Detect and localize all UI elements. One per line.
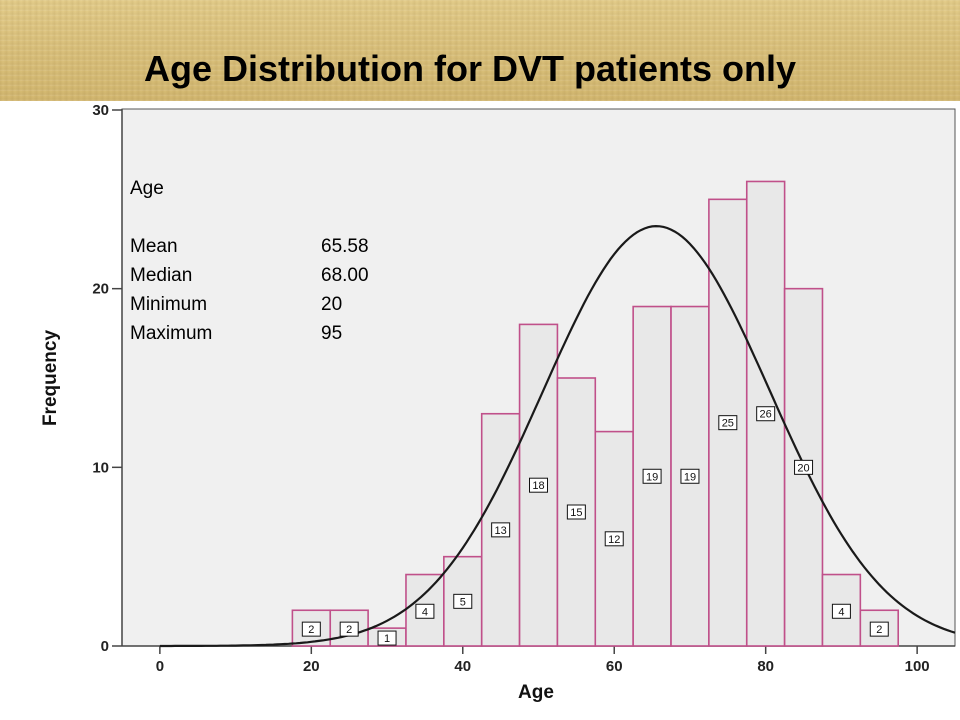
bar-value-box [339, 621, 359, 637]
bar-value-box [642, 468, 662, 484]
bar-value-box [869, 621, 889, 637]
bar-value-box [529, 477, 548, 493]
x-tick-label: 60 [606, 658, 623, 675]
x-tick-label: 80 [757, 658, 774, 675]
bar-value-label: 19 [646, 471, 658, 483]
bar-value-box [491, 522, 511, 538]
bar-value-box [377, 630, 397, 646]
x-tick-label: 40 [454, 658, 471, 675]
y-tick-label: 10 [92, 459, 109, 476]
stats-row-value: 68.00 [321, 265, 369, 286]
bar-value-box [794, 459, 814, 475]
stats-heading: Age [130, 178, 164, 199]
bar-value-label: 2 [346, 624, 352, 636]
stats-row-value: 95 [321, 323, 342, 344]
normal-curve [159, 224, 956, 648]
bar-value-box [301, 621, 321, 637]
bar-value-box [680, 468, 700, 484]
stats-row-label: Median [130, 265, 192, 286]
bar-value-label: 15 [570, 507, 582, 519]
stats-row-value: 20 [321, 294, 342, 315]
y-axis-title: Frequency [40, 330, 61, 427]
bar-value-label: 4 [838, 606, 844, 618]
bar-labels-group: 2 2 1 4 5 13 18 15 12 19 19 25 26 20 4 2 [301, 406, 889, 646]
stats-row-label: Maximum [130, 323, 212, 344]
bar-value-label: 18 [532, 480, 544, 492]
page-title: Age Distribution for DVT patients only [143, 48, 796, 89]
y-axis: 0 10 20 30 [92, 102, 123, 655]
bar-value-label: 26 [760, 409, 772, 421]
bar-value-label: 20 [797, 462, 809, 474]
stats-row-label: Mean [130, 236, 178, 257]
bar-value-box [453, 593, 473, 609]
histogram-bar [670, 305, 710, 647]
bar-value-label: 2 [308, 624, 314, 636]
bar-value-label: 25 [722, 418, 734, 430]
bar-value-label: 2 [876, 624, 882, 636]
bar-value-box [756, 406, 776, 422]
x-tick-label: 100 [905, 658, 930, 675]
bar-value-box [604, 531, 624, 547]
x-axis: 0 20 40 60 80 100 [122, 645, 955, 675]
bar-value-box [831, 603, 851, 619]
bar-value-label: 19 [684, 471, 696, 483]
y-tick-label: 30 [92, 102, 109, 119]
title-banner [0, 0, 960, 101]
x-tick-label: 20 [303, 658, 320, 675]
histogram-bar [480, 412, 521, 647]
bar-value-label: 5 [460, 596, 466, 608]
bar-value-label: 13 [495, 525, 507, 537]
x-axis-title: Age [518, 682, 554, 703]
bar-value-label: 4 [422, 606, 428, 618]
x-tick-label: 0 [156, 658, 164, 675]
bar-value-label: 12 [608, 534, 620, 546]
stats-row-value: 65.58 [321, 236, 369, 257]
stats-row-label: Minimum [130, 294, 207, 315]
y-tick-label: 20 [92, 281, 109, 298]
bar-value-label: 1 [384, 633, 390, 645]
stats-box: Age Mean 65.58 Median 68.00 Minimum 20 Maximum… [130, 178, 369, 344]
bar-value-box [718, 415, 738, 431]
bar-value-box [415, 603, 435, 619]
bar-value-box [566, 504, 586, 520]
y-tick-label: 0 [101, 638, 109, 655]
